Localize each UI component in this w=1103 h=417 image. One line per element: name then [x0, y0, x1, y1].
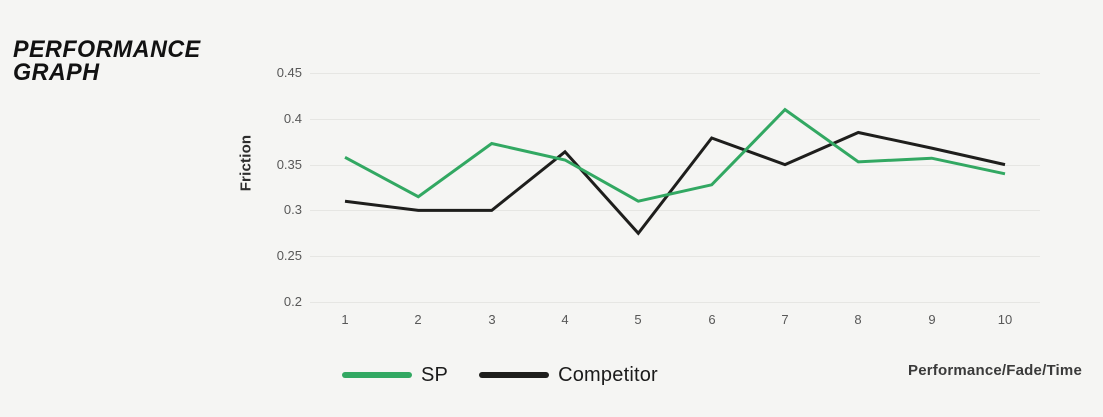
page-title-line2: GRAPH [13, 59, 100, 86]
y-tick-label: 0.35 [276, 157, 302, 172]
legend: SP Competitor [342, 362, 658, 388]
legend-label-sp: SP [421, 363, 449, 386]
competitor-line [344, 130, 1006, 236]
x-tick-label: 4 [561, 312, 569, 327]
y-tick-label: 0.2 [283, 294, 302, 309]
page-title: PERFORMANCE GRAPH [13, 36, 201, 86]
x-tick-label: 1 [341, 312, 349, 327]
x-axis-caption: Performance/Fade/Time [908, 362, 1082, 379]
y-tick-label: 0.25 [276, 248, 302, 263]
y-tick-label: 0.3 [283, 202, 302, 217]
gridline [310, 165, 1040, 166]
sp-line [344, 107, 1006, 203]
legend-item-sp: SP [342, 364, 448, 387]
gridline [310, 73, 1040, 74]
legend-label-competitor: Competitor [558, 363, 658, 386]
x-tick-label: 5 [634, 312, 642, 327]
gridline [310, 302, 1040, 303]
gridline [310, 256, 1040, 257]
x-tick-label: 7 [781, 312, 789, 327]
x-tick-label: 9 [928, 312, 936, 327]
y-axis-label: Friction [237, 134, 255, 192]
x-tick-label: 8 [854, 312, 862, 327]
competitor-line-swatch [479, 372, 550, 378]
page-title-line1: PERFORMANCE [13, 36, 201, 63]
x-tick-label: 6 [708, 312, 716, 327]
x-tick-label: 3 [488, 312, 496, 327]
x-tick-label: 10 [997, 312, 1013, 327]
x-tick-label: 2 [414, 312, 422, 327]
y-tick-label: 0.45 [276, 65, 302, 80]
gridline [310, 210, 1040, 211]
legend-item-competitor: Competitor [479, 364, 658, 387]
gridline [310, 119, 1040, 120]
sp-line-swatch [342, 372, 412, 378]
y-tick-label: 0.4 [283, 111, 302, 126]
